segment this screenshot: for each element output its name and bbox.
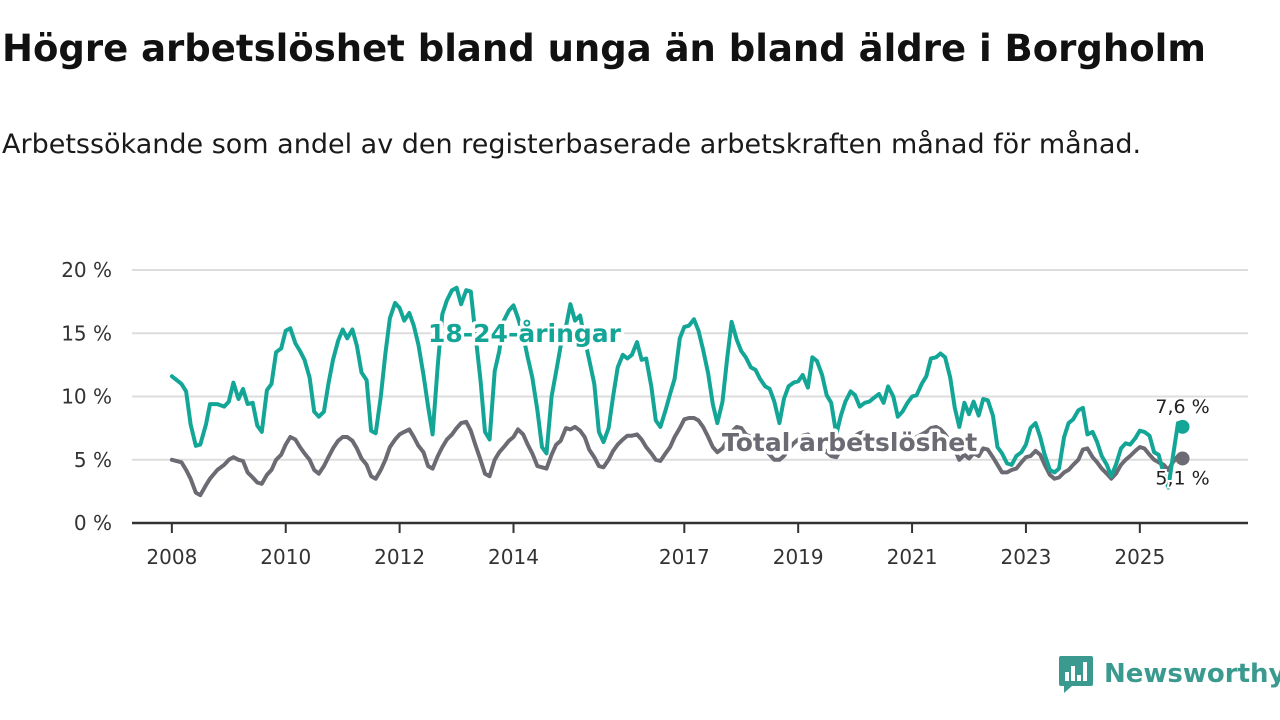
x-tick-label: 2014 xyxy=(488,545,539,569)
y-tick-label: 0 % xyxy=(74,511,112,535)
chart-subtitle: Arbetssökande som andel av den registerb… xyxy=(2,129,1142,160)
y-tick-label: 15 % xyxy=(61,321,112,345)
x-tick-label: 2025 xyxy=(1114,545,1165,569)
series-line-youth xyxy=(169,285,1185,490)
x-tick-label: 2023 xyxy=(1000,545,1051,569)
bar-chart-speech-bubble-icon xyxy=(1059,656,1093,693)
x-tick-label: 2008 xyxy=(146,545,197,569)
series-line-total xyxy=(169,416,1185,498)
series-label-youth: 18-24-åringar xyxy=(428,319,622,348)
x-axis-ticks: 2008 2010 2012 2014 2017 2019 2021 2023 2025 xyxy=(132,521,1248,569)
chart-title: Högre arbetslöshet bland unga än bland ä… xyxy=(2,27,1206,70)
series-label-total: Total arbetslöshet xyxy=(722,428,977,457)
end-marker-youth xyxy=(1175,419,1190,434)
newsworthy-logo: Newsworthy xyxy=(1058,652,1280,696)
gridlines xyxy=(132,269,1248,461)
y-tick-label: 20 % xyxy=(61,258,112,282)
series-labels: 7,6 % 5,1 % 18-24-åringar Total arbetslöshe… xyxy=(425,316,1212,492)
y-tick-label: 5 % xyxy=(74,448,112,472)
end-label-total: 5,1 % xyxy=(1155,467,1209,489)
series-lines xyxy=(169,285,1190,498)
end-label-youth: 7,6 % xyxy=(1155,396,1209,418)
y-axis-ticks: 0 % 5 % 10 % 15 % 20 % xyxy=(61,258,112,535)
x-tick-label: 2019 xyxy=(773,545,824,569)
x-tick-label: 2017 xyxy=(659,545,710,569)
x-tick-label: 2021 xyxy=(887,545,938,569)
end-marker-total xyxy=(1175,451,1190,466)
x-tick-label: 2012 xyxy=(374,545,425,569)
brand-name: Newsworthy xyxy=(1104,659,1280,689)
x-tick-label: 2010 xyxy=(260,545,311,569)
y-tick-label: 10 % xyxy=(61,385,112,409)
